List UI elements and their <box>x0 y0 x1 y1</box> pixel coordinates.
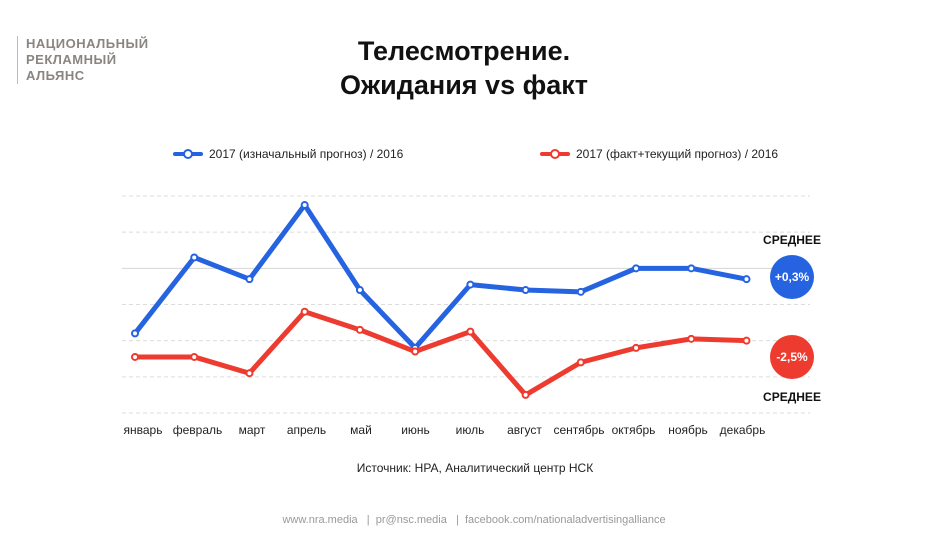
logo-line: НАЦИОНАЛЬНЫЙ <box>26 36 149 51</box>
logo-line: РЕКЛАМНЫЙ <box>26 52 117 67</box>
data-point <box>411 347 420 356</box>
data-point <box>131 352 139 361</box>
data-point <box>521 286 530 295</box>
x-tick-label: ноябрь <box>668 423 708 437</box>
average-label: СРЕДНЕЕ <box>763 390 821 404</box>
legend-label: 2017 (изначальный прогноз) / 2016 <box>209 147 404 161</box>
x-tick-label: октябрь <box>612 423 656 437</box>
average-value: -2,5% <box>776 350 808 364</box>
data-point <box>576 287 585 296</box>
x-tick-label: январь <box>124 423 163 437</box>
data-point <box>632 343 641 352</box>
average-badge <box>770 255 814 299</box>
legend-swatch <box>540 149 570 159</box>
data-point <box>355 325 364 334</box>
data-point <box>687 334 696 343</box>
title-line: Ожидания vs факт <box>340 70 588 100</box>
series-line <box>135 309 747 398</box>
x-tick-label: июнь <box>401 423 430 437</box>
data-point <box>742 336 751 345</box>
average-value: +0,3% <box>775 270 810 284</box>
data-point <box>245 369 254 378</box>
data-point <box>466 280 475 289</box>
x-tick-label: сентябрь <box>553 423 604 437</box>
series-line <box>133 202 747 351</box>
data-point <box>742 275 751 284</box>
x-tick-label: февраль <box>173 423 223 437</box>
footer-contacts: www.nra.media | pr@nsc.media | facebook.… <box>282 514 666 526</box>
x-tick-label: декабрь <box>720 423 766 437</box>
legend-item-blue: 2017 (изначальный прогноз) / 2016 <box>173 147 403 161</box>
data-point <box>632 264 641 273</box>
legend-label: 2017 (факт+текущий прогноз) / 2016 <box>576 147 779 161</box>
x-tick-label: август <box>507 423 542 437</box>
data-point <box>131 329 139 338</box>
data-point <box>466 327 475 336</box>
data-point <box>300 307 309 316</box>
data-point <box>190 253 199 262</box>
title-line: Телесмотрение. <box>357 36 571 66</box>
average-badge <box>770 335 814 379</box>
x-tick-label: март <box>239 423 266 437</box>
data-point <box>687 264 696 273</box>
x-tick-label: июль <box>456 423 485 437</box>
data-point <box>190 352 199 361</box>
source-note: Источник: НРА, Аналитический центр НСК <box>356 461 594 475</box>
data-point <box>245 275 254 284</box>
data-point <box>355 286 364 295</box>
legend-swatch <box>173 149 203 159</box>
legend-item-red: 2017 (факт+текущий прогноз) / 2016 <box>540 147 778 161</box>
data-point <box>300 201 309 210</box>
data-point <box>576 358 585 367</box>
logo: НАЦИОНАЛЬНЫЙ РЕКЛАМНЫЙ АЛЬЯНС <box>17 36 149 84</box>
chart-title: Телесмотрение. Ожидания vs факт <box>0 34 928 102</box>
x-tick-label: май <box>350 423 372 437</box>
x-tick-label: апрель <box>287 423 326 437</box>
data-point <box>521 390 530 399</box>
average-label: СРЕДНЕЕ <box>763 233 821 247</box>
logo-line: АЛЬЯНС <box>26 68 85 83</box>
